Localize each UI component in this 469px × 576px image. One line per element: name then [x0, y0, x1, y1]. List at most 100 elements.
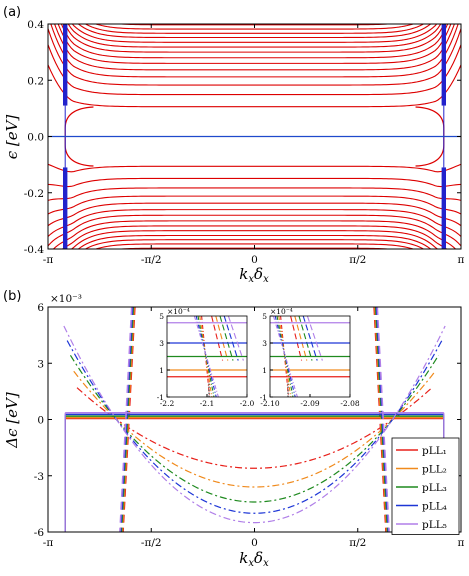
- panel-b-yscale: ×10⁻³: [50, 293, 82, 305]
- inset-ytick-label: 1: [159, 366, 164, 375]
- edge-state-band: [441, 24, 447, 106]
- band-lower-8: [52, 220, 457, 249]
- edge-state-band: [62, 24, 68, 106]
- inset-yscale: ×10⁻⁴: [167, 307, 190, 316]
- legend-label: pLL₂: [422, 464, 447, 476]
- inset-branch: [294, 315, 308, 361]
- edge-state-band: [441, 167, 447, 249]
- a-xtick-label: 0: [251, 254, 258, 266]
- inset-xtick-label: -2.09: [300, 399, 319, 408]
- b-xtick-label: π/2: [349, 537, 366, 549]
- inset-xtick-label: -2.08: [340, 399, 359, 408]
- inset-xtick-label: -2.2: [160, 399, 175, 408]
- band-lower-11: [77, 234, 432, 249]
- band-upper-11: [77, 24, 432, 39]
- band-lower-5: [48, 202, 461, 227]
- band-lower-13: [94, 243, 415, 249]
- panel-a-xlabel: kxδx: [239, 265, 269, 285]
- inset-ytick-label: -1: [260, 393, 267, 402]
- band-lower-6: [48, 209, 461, 237]
- a-ytick-label: 0.2: [27, 75, 44, 87]
- a-xtick-label: π/2: [349, 254, 366, 266]
- a-ytick-label: -0.2: [24, 188, 44, 200]
- band-lower-1: [48, 163, 461, 173]
- inset-branch: [215, 315, 229, 361]
- band-upper-4: [50, 24, 459, 78]
- b-ytick-label: -3: [34, 471, 44, 483]
- b-xtick-label: -π: [43, 537, 54, 549]
- band-upper-10: [71, 24, 438, 43]
- inset-1: -2.2 -2.1 -2.0 -1 1 3 5×10⁻⁴: [157, 307, 255, 408]
- band-upper-14: [115, 24, 394, 26]
- series-dispersion-2: [73, 370, 436, 488]
- series-dispersion-3: [69, 355, 440, 503]
- panel-b-ylabel: Δϵ [eV]: [3, 392, 21, 449]
- inset-dispersion: [193, 315, 219, 397]
- inset-branch: [227, 315, 244, 361]
- inset-branch: [302, 315, 318, 361]
- inset-xtick-label: -2.0: [240, 399, 255, 408]
- inset-ytick-label: 5: [262, 312, 267, 321]
- inset-branch: [298, 315, 313, 361]
- b-ytick-label: -6: [34, 527, 45, 539]
- band-lower-7: [48, 214, 461, 247]
- legend-label: pLL₃: [422, 482, 447, 494]
- b-xtick-label: π: [458, 537, 465, 549]
- band-upper-13: [94, 24, 415, 30]
- band-lower-10: [70, 230, 439, 249]
- panel-b-xlabel: kxδx: [239, 549, 269, 569]
- inset-ytick-label: 3: [159, 339, 164, 348]
- inset-ytick-label: 3: [262, 339, 267, 348]
- b-xtick-label: -π/2: [141, 537, 162, 549]
- inset-xtick-label: -2.1: [200, 399, 214, 408]
- inset-dispersion: [272, 315, 298, 397]
- band-upper-8: [64, 24, 445, 53]
- inset-dispersion: [195, 315, 217, 397]
- band-lower-4: [48, 195, 461, 215]
- panel-a-plot: -π -π/2 0 π/2 π -0.4 -0.2 0.0 0.2 0.4 kxδx ϵ [eV]: [3, 19, 465, 285]
- band-upper-6: [57, 24, 452, 64]
- inset-xtick-label: -2.10: [260, 399, 279, 408]
- b-ytick-label: 3: [37, 358, 44, 370]
- panel-b-label: (b): [3, 289, 21, 304]
- band-lower-9: [61, 225, 448, 249]
- legend-label: pLL₅: [422, 519, 447, 531]
- panel-b-plot: -π -π/2 0 π/2 π -6 -3 0 3 6 ×10⁻³ kxδx Δϵ [eV] pL…: [3, 293, 465, 569]
- inset-ytick-label: 5: [159, 312, 164, 321]
- inset-branch: [290, 315, 303, 361]
- band-upper-3: [48, 28, 461, 86]
- band-upper-9: [67, 24, 442, 48]
- panel-a-ylabel: ϵ [eV]: [3, 115, 21, 160]
- band-lower-2: [48, 177, 461, 188]
- legend-label: pLL₄: [422, 501, 447, 513]
- series-branch: [376, 307, 390, 532]
- a-xtick-label: -π: [43, 254, 54, 266]
- inset-branch: [306, 315, 323, 361]
- band-upper-12: [84, 24, 425, 34]
- inset-2: -2.10 -2.09 -2.08 -1 1 3 5×10⁻⁴: [260, 307, 360, 408]
- series-branch: [119, 307, 133, 532]
- series-dispersion-5: [63, 325, 446, 524]
- band-upper-2: [48, 44, 461, 96]
- inset-dispersion: [274, 315, 296, 397]
- edge-state-band: [62, 167, 68, 249]
- inset-branch: [219, 315, 234, 361]
- band-upper-5: [54, 24, 455, 71]
- series-dispersion-1: [76, 387, 433, 469]
- inset-ytick-label: 1: [262, 366, 267, 375]
- inset-branch: [223, 315, 239, 361]
- band-upper-1: [48, 64, 461, 108]
- band-lower-12: [84, 239, 425, 249]
- a-xtick-label: -π/2: [141, 254, 162, 266]
- series-dispersion-4: [66, 340, 443, 514]
- b-xtick-label: 0: [251, 537, 258, 549]
- band-lower-3: [48, 187, 461, 201]
- legend-label: pLL₁: [422, 445, 447, 457]
- a-ytick-label: 0.4: [27, 19, 44, 31]
- inset-yscale: ×10⁻⁴: [270, 307, 293, 316]
- band-upper-7: [60, 24, 449, 59]
- inset-ytick-label: -1: [157, 393, 164, 402]
- legend: pLL₁ pLL₂ pLL₃ pLL₄ pLL₅: [391, 437, 460, 535]
- a-ytick-label: 0.0: [27, 132, 44, 144]
